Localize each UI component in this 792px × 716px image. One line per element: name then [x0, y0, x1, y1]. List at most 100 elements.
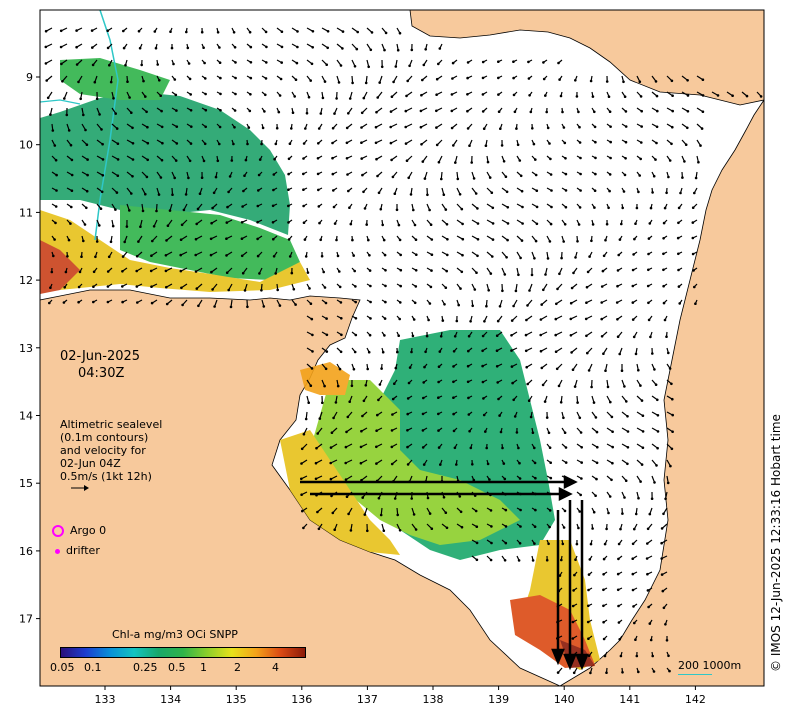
velocity-arrow-head [204, 77, 207, 80]
velocity-arrow-head [590, 239, 593, 243]
velocity-arrow-head [185, 30, 188, 34]
velocity-arrow-head [350, 384, 354, 388]
velocity-arrow-head [146, 158, 149, 162]
velocity-arrow-head [562, 126, 566, 129]
velocity-arrow-head [487, 289, 491, 292]
velocity-arrow-head [171, 193, 174, 196]
velocity-arrow-head [443, 303, 446, 306]
velocity-arrow-head [44, 29, 48, 33]
velocity-arrow-head [360, 126, 363, 129]
velocity-arrow-head [188, 159, 192, 163]
velocity-arrow-head [646, 527, 650, 531]
velocity-arrow-head [491, 255, 494, 258]
velocity-arrow-head [455, 319, 459, 323]
velocity-arrow-head [549, 157, 552, 161]
velocity-arrow-head [488, 176, 492, 179]
velocity-arrow-head [399, 284, 403, 288]
velocity-arrow-head [759, 95, 763, 98]
velocity-arrow-head [226, 205, 229, 209]
velocity-arrow-head [264, 77, 268, 80]
velocity-arrow-head [670, 447, 674, 451]
velocity-arrow-head [396, 350, 399, 354]
velocity-arrow-head [671, 430, 674, 434]
velocity-arrow-head [648, 222, 652, 225]
velocity-arrow-head [303, 238, 307, 241]
velocity-arrow-head [640, 463, 644, 466]
velocity-arrow-head [311, 333, 314, 337]
velocity-arrow-head [360, 157, 364, 160]
velocity-arrow-head [398, 317, 402, 321]
latitude-axis: 9 10 11 12 13 14 15 16 17 [19, 71, 40, 626]
velocity-arrow-head [452, 365, 455, 368]
velocity-arrow-head [219, 76, 222, 80]
velocity-arrow-head [225, 271, 229, 275]
velocity-arrow-head [60, 62, 63, 66]
velocity-arrow-head [646, 284, 650, 288]
velocity-arrow-head [335, 238, 338, 242]
velocity-arrow-head [632, 253, 635, 256]
velocity-arrow-head [512, 93, 516, 97]
velocity-arrow-head [413, 223, 417, 227]
velocity-arrow-head [59, 45, 63, 49]
velocity-arrow-head [531, 127, 534, 130]
velocity-arrow-head [637, 670, 640, 674]
velocity-arrow-head [393, 497, 397, 500]
velocity-arrow-head [510, 365, 514, 368]
velocity-arrow-head [467, 334, 471, 338]
river-line [39, 99, 81, 105]
velocity-arrow-head [580, 477, 583, 480]
velocity-arrow-head [684, 143, 688, 146]
lon-tick-label: 133 [95, 693, 116, 706]
velocity-arrow-head [549, 173, 553, 176]
velocity-arrow-head [430, 253, 434, 256]
velocity-arrow-head [531, 559, 535, 562]
velocity-arrow-head [559, 401, 563, 404]
velocity-arrow-head [620, 222, 623, 226]
velocity-arrow-head [109, 240, 113, 244]
velocity-arrow-head [44, 62, 48, 65]
velocity-arrow-head [540, 366, 544, 370]
velocity-arrow-head [168, 209, 172, 212]
velocity-arrow-head [331, 141, 334, 145]
velocity-arrow-head [427, 318, 430, 322]
velocity-arrow-head [619, 654, 623, 658]
velocity-arrow-head [216, 31, 220, 34]
velocity-arrow-head [232, 142, 235, 146]
velocity-arrow-head [95, 97, 99, 101]
velocity-arrow-head [353, 65, 357, 68]
velocity-arrow-head [572, 589, 575, 592]
velocity-arrow-head [571, 637, 575, 640]
velocity-arrow-head [495, 349, 499, 353]
velocity-arrow-head [457, 303, 461, 307]
velocity-arrow-head [518, 477, 522, 480]
velocity-arrow-head [311, 46, 315, 49]
velocity-arrow-head [587, 604, 590, 608]
colorbar-tick-label: 0.5 [168, 661, 186, 674]
velocity-arrow-head [348, 206, 351, 209]
velocity-arrow-head [144, 192, 147, 196]
velocity-arrow-head [150, 254, 153, 257]
velocity-arrow-head [175, 142, 179, 145]
velocity-arrow-head [240, 237, 244, 240]
velocity-arrow-head [367, 238, 370, 242]
velocity-arrow-head [398, 238, 402, 242]
velocity-arrow-head [153, 30, 157, 33]
velocity-arrow-head [529, 110, 533, 114]
velocity-arrow-head [66, 254, 69, 258]
velocity-arrow-head [354, 317, 358, 320]
velocity-arrow-head [521, 205, 524, 209]
velocity-arrow-head [351, 81, 354, 85]
velocity-arrow-head [513, 110, 517, 114]
velocity-arrow-head [355, 47, 359, 51]
drifter-label: drifter [66, 544, 100, 557]
velocity-arrow-head [320, 254, 324, 258]
velocity-arrow-head [141, 209, 145, 213]
velocity-arrow-head [354, 333, 358, 337]
velocity-arrow-head [615, 301, 619, 304]
velocity-arrow-head [421, 78, 424, 82]
velocity-arrow-head [240, 221, 244, 224]
velocity-arrow-head [656, 414, 660, 417]
velocity-arrow-head [595, 461, 599, 465]
velocity-arrow-head [85, 206, 88, 210]
velocity-arrow-head [142, 79, 145, 83]
